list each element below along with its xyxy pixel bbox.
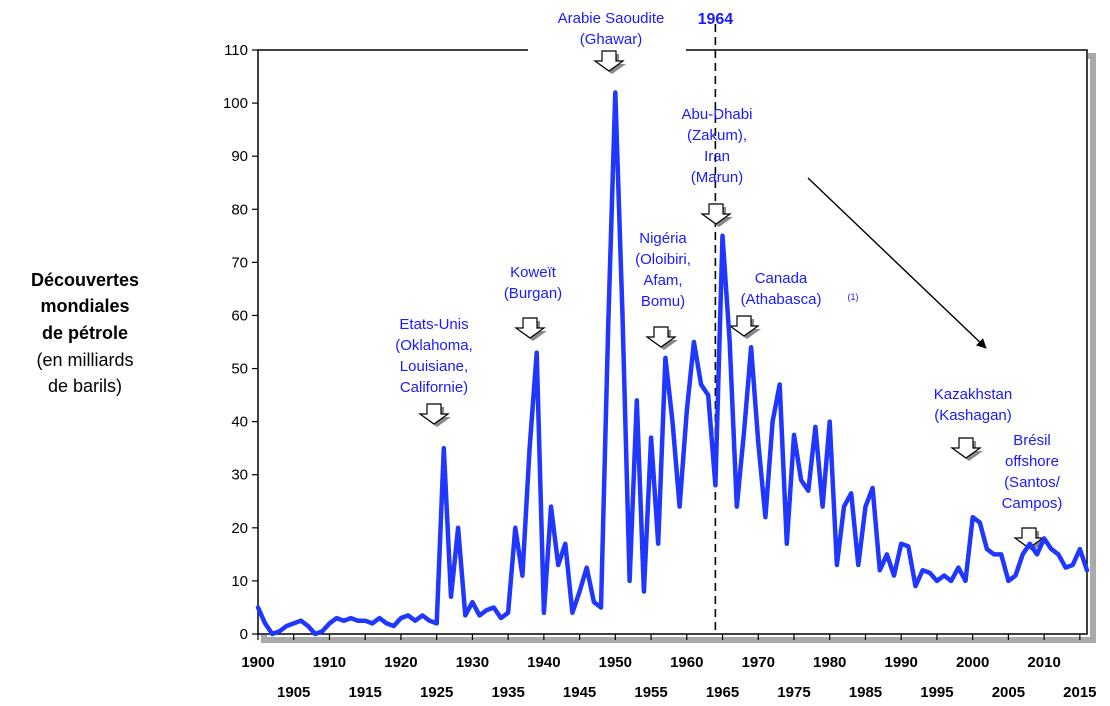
series-line — [255, 90, 1090, 637]
annotation-label: (Santos/ — [1004, 474, 1061, 491]
ytick-label: 70 — [231, 254, 248, 271]
xtick-label-top: 1970 — [742, 654, 775, 671]
xtick-label-bottom: 1905 — [277, 684, 310, 701]
series-points — [257, 92, 1088, 635]
xtick-label-top: 1940 — [527, 654, 560, 671]
annotation-label: (Zakum), — [687, 127, 747, 144]
annotation-label: Kazakhstan — [934, 386, 1012, 403]
annotation-label: Louisiane, — [400, 358, 468, 375]
annotation-label: Abu-Dhabi — [682, 106, 753, 123]
annotation-label: Canada — [755, 270, 808, 287]
annotation-label: (Ghawar) — [580, 31, 643, 48]
xtick-label-bottom: 1935 — [491, 684, 524, 701]
xtick-label-bottom: 2015 — [1063, 684, 1096, 701]
annotation-label: Nigéria — [639, 230, 687, 247]
ytick-label: 90 — [231, 148, 248, 165]
xtick-label-top: 1990 — [885, 654, 918, 671]
down-arrow-icon — [950, 437, 983, 461]
annotation-label: Afam, — [643, 272, 682, 289]
down-arrow-icon — [645, 326, 678, 350]
ytick-label: 10 — [231, 573, 248, 590]
annotation-label: Iran — [704, 148, 730, 165]
annotation-label: (Marun) — [691, 169, 744, 186]
annotation-label: Campos) — [1002, 495, 1063, 512]
frame-gap — [528, 47, 686, 53]
ylabel-line-2: mondiales — [40, 296, 130, 316]
xtick-label-top: 1950 — [599, 654, 632, 671]
ytick-label: 60 — [231, 307, 248, 324]
xtick-label-bottom: 1925 — [420, 684, 453, 701]
xtick-label-top: 2010 — [1027, 654, 1060, 671]
ytick-label: 80 — [231, 201, 248, 218]
xtick-label-top: 1910 — [313, 654, 346, 671]
ytick-label: 20 — [231, 520, 248, 537]
down-arrow-icon — [593, 50, 626, 74]
xtick-label-top: 1960 — [670, 654, 703, 671]
xtick-label-top: 1920 — [384, 654, 417, 671]
xtick-label-top: 1900 — [241, 654, 274, 671]
down-arrow-icon — [728, 315, 761, 339]
down-arrow-icon — [514, 317, 547, 341]
annotation-label: Arabie Saoudite — [558, 10, 665, 27]
ytick-label: 30 — [231, 467, 248, 484]
annotation-label: offshore — [1005, 453, 1059, 470]
down-arrow-icon — [700, 203, 733, 227]
xtick-label-bottom: 1975 — [777, 684, 810, 701]
annotation-label: Koweït — [510, 264, 557, 281]
xtick-label-top: 2000 — [956, 654, 989, 671]
ylabel-line-4: (en milliards — [36, 350, 134, 370]
annotation-label: (Athabasca) — [741, 291, 822, 308]
down-arrow-icon — [418, 403, 451, 427]
frame-shadow — [261, 53, 1096, 643]
xtick-label-bottom: 2005 — [992, 684, 1025, 701]
reference-line-label: 1964 — [698, 11, 734, 28]
ylabel-line-5: de barils) — [47, 376, 123, 396]
ylabel-line-1: Découvertes — [30, 270, 140, 290]
ytick-label: 0 — [240, 626, 248, 643]
xtick-label-bottom: 1915 — [349, 684, 382, 701]
ylabel-line-3: de pétrole — [41, 323, 129, 343]
annotation-label: (Oklahoma, — [395, 337, 473, 354]
trend-arrow — [807, 177, 987, 349]
xtick-label-bottom: 1955 — [634, 684, 667, 701]
annotation-label: (Kashagan) — [934, 407, 1012, 424]
ytick-label: 50 — [231, 361, 248, 378]
xtick-label-bottom: 1965 — [706, 684, 739, 701]
xtick-label-top: 1980 — [813, 654, 846, 671]
ytick-label: 100 — [223, 95, 248, 112]
annotation-superscript: (1) — [848, 292, 859, 302]
annotation-label: Etats-Unis — [399, 316, 468, 333]
annotation-label: Bomu) — [641, 293, 685, 310]
annotation-label: Californie) — [400, 379, 468, 396]
ytick-label: 40 — [231, 414, 248, 431]
annotation-label: Brésil — [1013, 432, 1051, 449]
xtick-label-top: 1930 — [456, 654, 489, 671]
xtick-label-bottom: 1985 — [849, 684, 882, 701]
xtick-label-bottom: 1995 — [920, 684, 953, 701]
annotation-label: (Burgan) — [504, 285, 562, 302]
annotation-label: (Oloibiri, — [635, 251, 691, 268]
xtick-label-bottom: 1945 — [563, 684, 596, 701]
ytick-label: 110 — [224, 42, 248, 59]
